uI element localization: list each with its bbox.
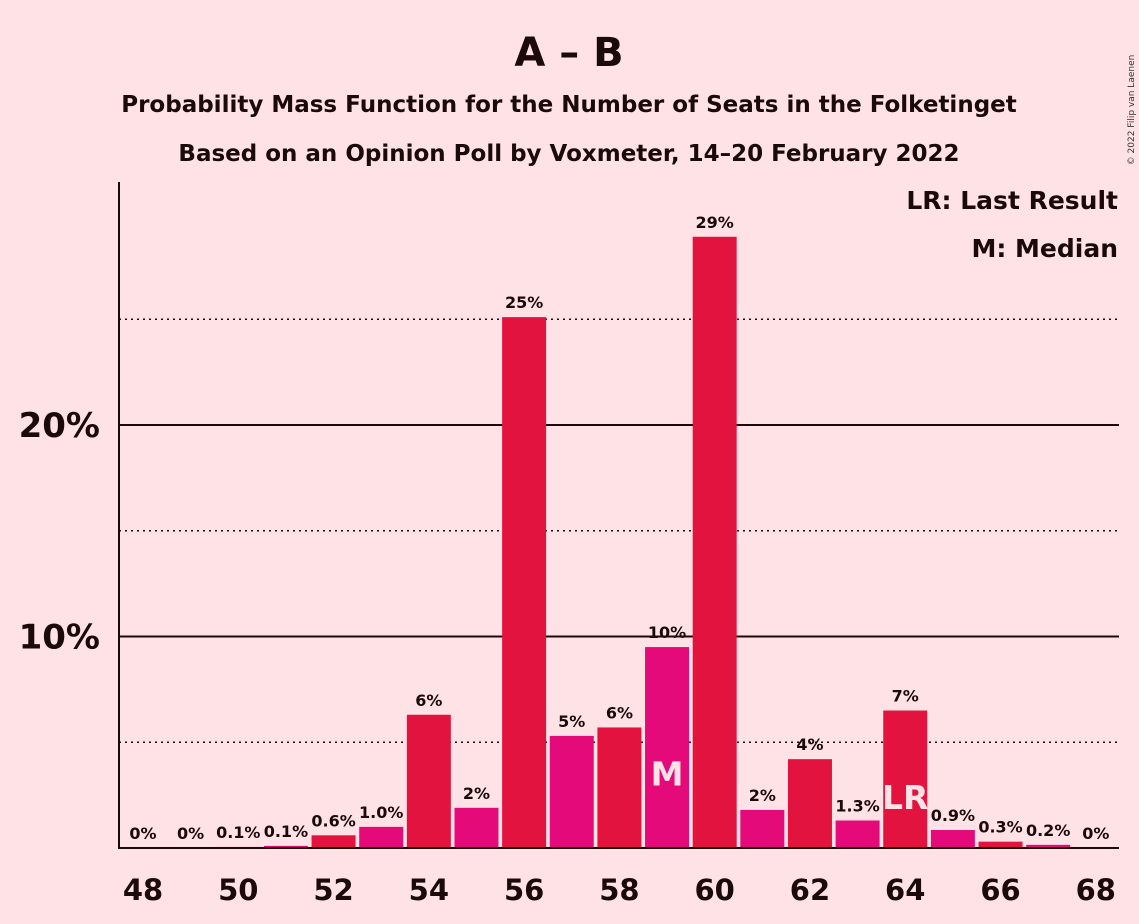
- bar-seat-66: [978, 841, 1023, 848]
- x-tick-label-62: 62: [790, 873, 830, 907]
- chart-subtitle: Probability Mass Function for the Number…: [121, 92, 1017, 118]
- bar-seat-64: [883, 710, 928, 848]
- legend-median: M: Median: [971, 234, 1118, 263]
- bar-seat-60: [692, 236, 737, 848]
- x-tick-label-56: 56: [504, 873, 544, 907]
- data-label-seat-61: 2%: [749, 786, 776, 805]
- bar-seat-65: [930, 830, 975, 848]
- x-tick-label-60: 60: [695, 873, 735, 907]
- data-label-seat-66: 0.3%: [978, 818, 1022, 837]
- x-tick-label-68: 68: [1076, 873, 1116, 907]
- bar-seat-51: [263, 845, 308, 848]
- bar-seat-54: [406, 714, 451, 848]
- bar-seat-53: [359, 826, 404, 848]
- x-tick-label-52: 52: [313, 873, 353, 907]
- bars: 0% 0% 0.1% 0.1%0.6% 1.0%6%2%25%5% 6%10%M29%2%…: [129, 213, 1109, 848]
- median-marker: M: [651, 755, 684, 794]
- bar-seat-59: [645, 647, 690, 848]
- axes: 48 50 52 54 56 58 60 62 64 66 68: [118, 182, 1119, 907]
- gridlines: 10% 20%: [19, 318, 1119, 743]
- x-tick-label-58: 58: [599, 873, 639, 907]
- last-result-marker: LR: [882, 778, 928, 817]
- data-label-seat-60: 29%: [696, 213, 734, 232]
- legend-last-result: LR: Last Result: [906, 186, 1118, 215]
- data-label-seat-51: 0.1%: [264, 822, 308, 841]
- chart-title: A – B: [514, 30, 623, 76]
- bar-seat-57: [549, 735, 594, 848]
- bar-seat-67: [1026, 844, 1071, 848]
- bar-seat-56: [502, 317, 547, 848]
- data-label-seat-57: 5%: [558, 712, 585, 731]
- chart-subtitle-source: Based on an Opinion Poll by Voxmeter, 14…: [178, 141, 959, 167]
- bar-seat-63: [835, 820, 880, 848]
- data-label-seat-58: 6%: [606, 703, 633, 722]
- bar-seat-62: [787, 759, 832, 848]
- y-tick-label: 20%: [19, 406, 100, 446]
- data-label-seat-50: 0.1%: [216, 823, 260, 842]
- x-tick-label-64: 64: [885, 873, 925, 907]
- bar-seat-61: [740, 809, 785, 848]
- data-label-seat-64: 7%: [892, 687, 919, 706]
- y-tick-label: 10%: [19, 618, 100, 658]
- x-tick-label-48: 48: [123, 873, 163, 907]
- data-label-seat-59: 10%: [648, 623, 686, 642]
- data-label-seat-68: 0%: [1082, 824, 1109, 843]
- data-label-seat-62: 4%: [796, 735, 823, 754]
- x-tick-label-50: 50: [218, 873, 258, 907]
- data-label-seat-54: 6%: [415, 691, 442, 710]
- copyright-notice: © 2022 Filip van Laenen: [1127, 55, 1137, 166]
- data-label-seat-56: 25%: [505, 293, 543, 312]
- data-label-seat-48: 0%: [129, 824, 156, 843]
- bar-seat-55: [454, 807, 499, 848]
- data-label-seat-63: 1.3%: [835, 797, 879, 816]
- bar-seat-52: [311, 835, 356, 848]
- data-label-seat-65: 0.9%: [931, 806, 975, 825]
- data-label-seat-52: 0.6%: [311, 811, 355, 830]
- data-label-seat-67: 0.2%: [1026, 821, 1070, 840]
- x-tick-label-66: 66: [980, 873, 1020, 907]
- bar-seat-58: [597, 727, 642, 848]
- data-label-seat-55: 2%: [463, 784, 490, 803]
- data-label-seat-53: 1.0%: [359, 803, 403, 822]
- x-tick-label-54: 54: [409, 873, 449, 907]
- data-label-seat-49: 0%: [177, 824, 204, 843]
